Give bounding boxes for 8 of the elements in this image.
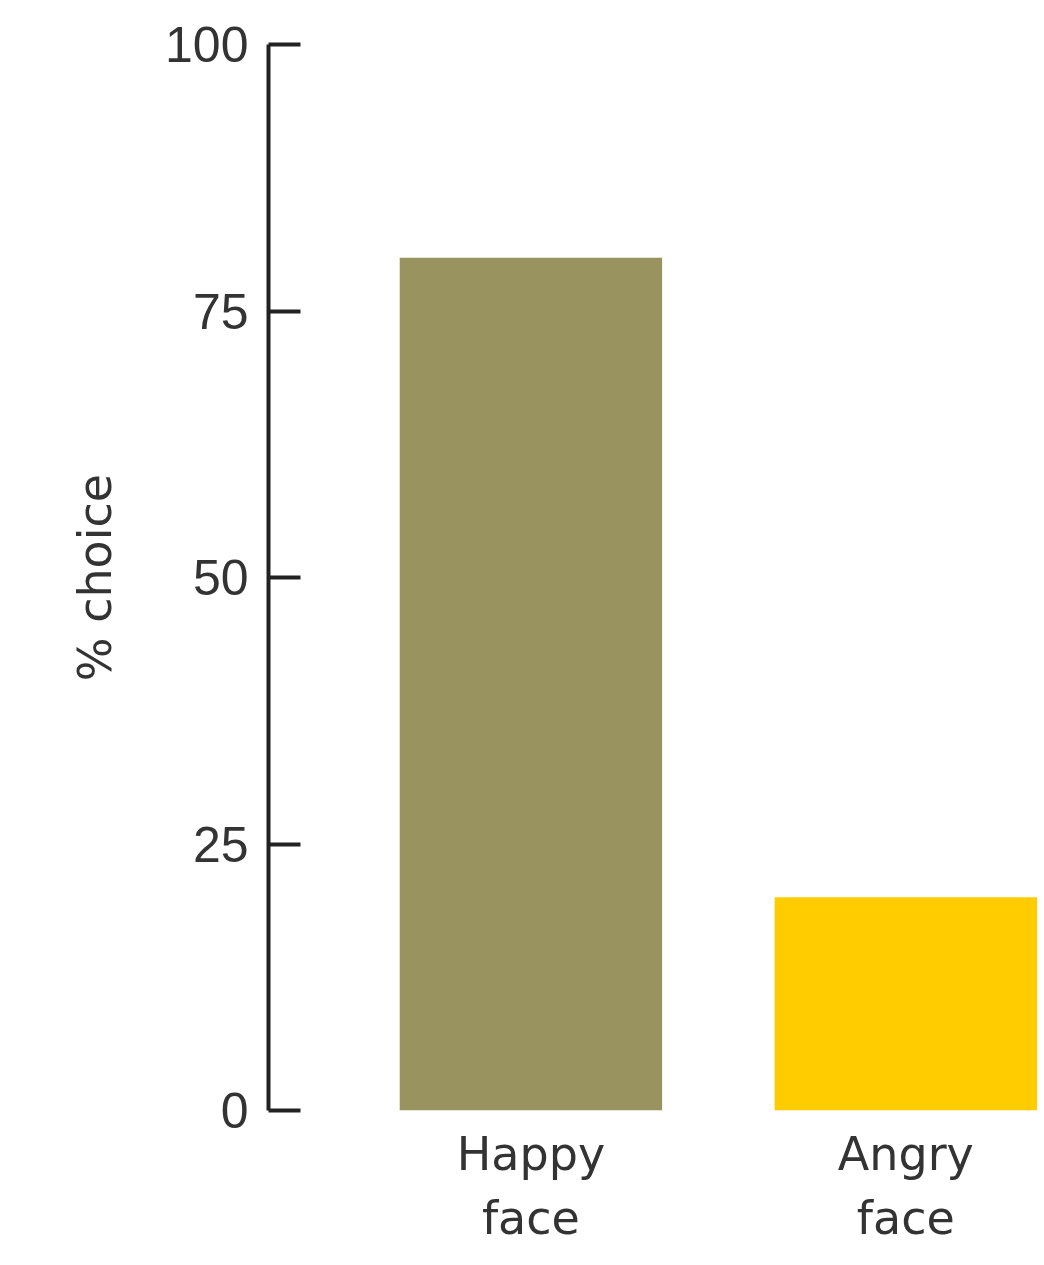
y-tick-label: 50 bbox=[192, 550, 249, 606]
x-tick-label: Happy face bbox=[456, 1126, 606, 1246]
y-tick-label: 100 bbox=[165, 17, 249, 73]
y-tick-label: 0 bbox=[220, 1083, 249, 1139]
y-tick-label: 25 bbox=[192, 816, 249, 873]
y-tick-label: 75 bbox=[192, 283, 249, 340]
y-axis-title: % choice bbox=[68, 473, 123, 682]
x-tick-label: Angry face bbox=[837, 1126, 974, 1246]
